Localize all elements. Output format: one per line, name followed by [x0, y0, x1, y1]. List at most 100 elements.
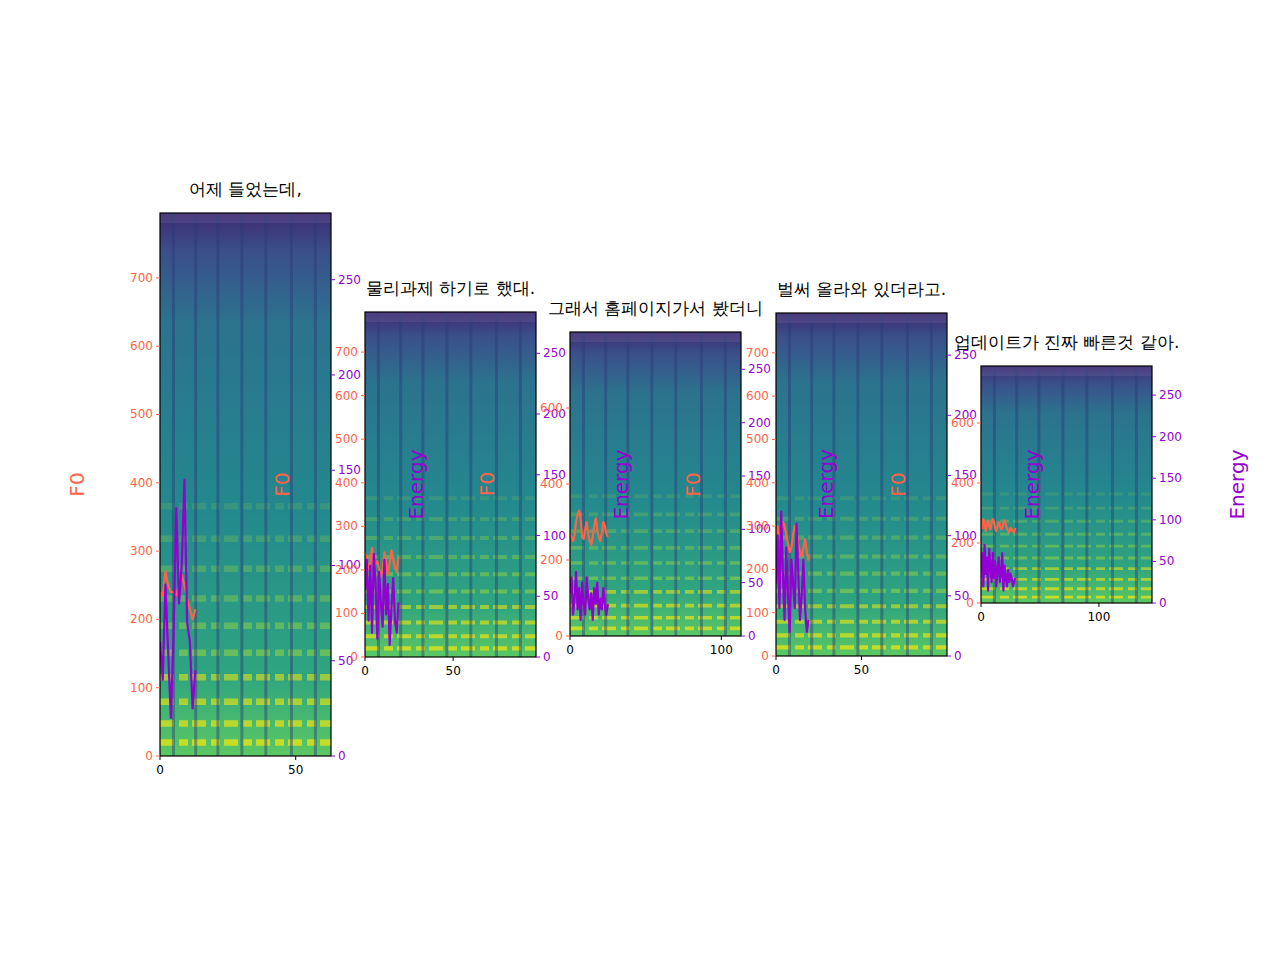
y-tick-label: 500: [130, 407, 153, 421]
harmonic-band: [776, 536, 947, 540]
y-tick: [772, 569, 776, 570]
silence-band: [469, 312, 472, 657]
x-tick-label: 100: [1087, 610, 1110, 624]
y-tick: [361, 395, 365, 396]
silence-band: [930, 313, 933, 656]
y2-tick: [947, 355, 951, 356]
x-tick: [365, 657, 366, 661]
y2-tick: [536, 353, 540, 354]
y2-tick-label: 100: [543, 529, 566, 543]
harmonic-band: [981, 507, 1152, 510]
silence-band: [1111, 366, 1114, 603]
y-tick-label: 600: [746, 389, 769, 403]
spectrogram-bg: [160, 213, 331, 756]
y-tick: [566, 560, 570, 561]
axes-layer: 0500100200300400500600700050100150200250…: [65, 179, 1249, 777]
y2-tick: [331, 660, 335, 661]
x-tick-label: 0: [156, 763, 164, 777]
y-tick: [361, 482, 365, 483]
y-tick: [772, 482, 776, 483]
harmonic-band: [981, 493, 1152, 496]
series-line: [570, 511, 608, 545]
y-tick-label: 400: [335, 476, 358, 490]
harmonic-band: [570, 616, 741, 620]
y-tick: [772, 352, 776, 353]
y-tick-label: 0: [761, 649, 769, 663]
y-tick: [977, 543, 981, 544]
y-tick-label: 300: [335, 519, 358, 533]
y2-tick-label: 0: [543, 650, 551, 664]
y2-axis-label: Energy: [404, 449, 428, 519]
spectrogram-bg: [570, 332, 741, 636]
x-tick: [981, 603, 982, 607]
y2-tick: [1152, 478, 1156, 479]
harmonic-band: [570, 546, 741, 550]
y-tick-label: 0: [555, 629, 563, 643]
y2-tick: [536, 657, 540, 658]
y-tick-label: 400: [951, 476, 974, 490]
harmonic-band: [776, 517, 947, 521]
y-tick-label: 0: [145, 749, 153, 763]
y2-tick: [741, 476, 745, 477]
y2-tick-label: 0: [338, 749, 346, 763]
y-tick-label: 400: [130, 476, 153, 490]
y-tick: [772, 439, 776, 440]
y-tick: [361, 657, 365, 658]
y-tick: [361, 439, 365, 440]
harmonic-band: [160, 674, 331, 681]
y2-tick: [741, 582, 745, 583]
harmonic-band: [365, 517, 536, 521]
harmonic-band: [981, 520, 1152, 523]
y-axis-label: F0: [270, 472, 294, 496]
y-tick: [977, 483, 981, 484]
y-tick-label: 600: [335, 389, 358, 403]
y2-tick-label: 100: [1159, 513, 1182, 527]
y2-tick: [536, 596, 540, 597]
y-tick-label: 100: [335, 606, 358, 620]
y2-tick: [1152, 519, 1156, 520]
series-line: [570, 572, 608, 620]
plot-area: [776, 512, 808, 632]
y-tick-label: 600: [951, 416, 974, 430]
subplot-title: 그래서 홈페이지가서 봤더니: [548, 298, 763, 318]
harmonic-band: [981, 596, 1152, 599]
y-tick: [156, 551, 160, 552]
harmonic-band: [570, 513, 741, 517]
y-tick: [156, 414, 160, 415]
y-tick-label: 600: [540, 401, 563, 415]
silence-band: [1015, 366, 1018, 603]
harmonic-band: [981, 545, 1152, 548]
silence-band: [880, 313, 883, 656]
y-axis-label: F0: [681, 472, 705, 496]
silence-band: [216, 213, 219, 756]
harmonic-band: [365, 572, 536, 576]
silence-band: [810, 313, 813, 656]
x-tick: [453, 657, 454, 661]
spectrogram-bg: [776, 313, 947, 656]
x-tick-label: 50: [854, 663, 869, 677]
y2-tick-label: 0: [1159, 596, 1167, 610]
harmonic-band: [160, 650, 331, 657]
subplot-title: 업데이트가 진짜 빠른것 같아.: [954, 332, 1180, 352]
plot-area: [160, 480, 195, 718]
harmonic-band: [981, 587, 1152, 590]
series-line: [776, 512, 808, 632]
series-line: [981, 545, 1015, 591]
y2-tick: [1152, 561, 1156, 562]
silence-band: [399, 312, 402, 657]
x-tick-label: 0: [361, 664, 369, 678]
silence-band: [650, 332, 653, 636]
harmonic-band: [981, 567, 1152, 570]
silence-band: [519, 312, 522, 657]
y-tick-label: 700: [335, 345, 358, 359]
y2-tick: [741, 529, 745, 530]
x-tick-label: 0: [772, 663, 780, 677]
x-tick: [295, 756, 296, 760]
y-tick: [361, 526, 365, 527]
y-tick-label: 0: [966, 596, 974, 610]
y2-tick: [331, 470, 335, 471]
silence-band: [674, 332, 677, 636]
harmonic-band: [160, 622, 331, 629]
x-tick: [721, 636, 722, 640]
subplot-title: 벌써 올라와 있더라고.: [777, 279, 946, 299]
